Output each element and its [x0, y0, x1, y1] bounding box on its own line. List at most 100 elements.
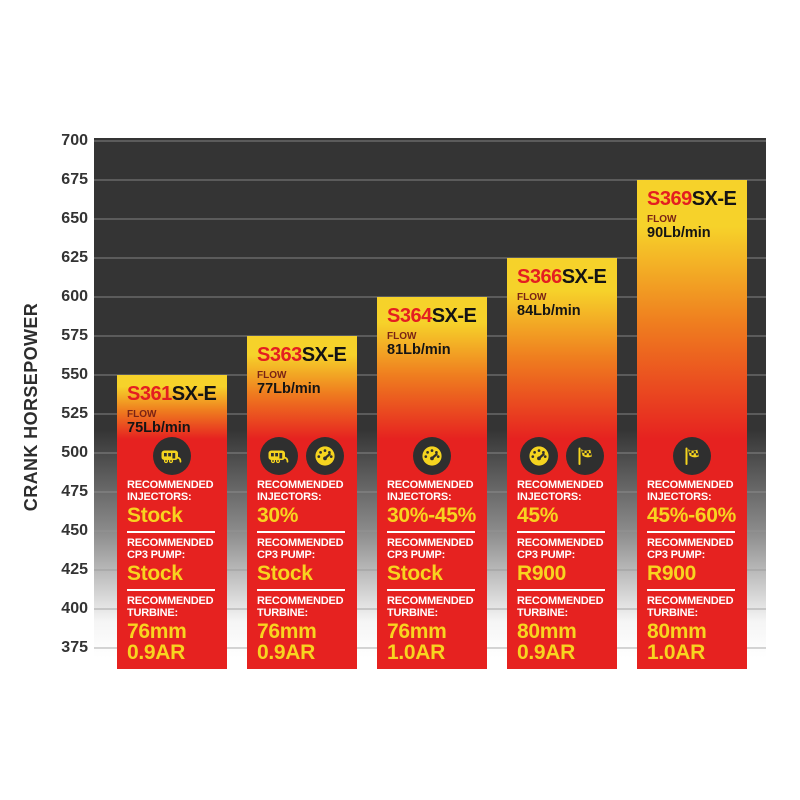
bar-header: S364SX-E FLOW 81Lb/min — [377, 297, 487, 358]
injectors-spec: RECOMMENDED INJECTORS: 45% — [507, 479, 617, 527]
turbine-value-line2: 1.0AR — [387, 641, 446, 664]
model-series: SX-E — [301, 344, 347, 366]
turbine-label: RECOMMENDED TURBINE: — [127, 595, 223, 619]
y-tick-label: 400 — [61, 600, 88, 617]
flow-value: 75Lb/min — [127, 420, 191, 436]
cp3-pump-spec: RECOMMENDED CP3 PUMP: R900 — [637, 537, 747, 585]
turbine-label: RECOMMENDED TURBINE: — [257, 595, 353, 619]
icon-row — [377, 437, 487, 475]
turbo-bar: S361SX-E FLOW 75Lb/min RECOMMENDED INJEC… — [117, 375, 227, 669]
icon-row — [117, 437, 227, 475]
injectors-label: RECOMMENDED INJECTORS: — [647, 479, 743, 503]
injectors-spec: RECOMMENDED INJECTORS: Stock — [117, 479, 227, 527]
model-number: S369 — [647, 188, 692, 210]
section-divider — [647, 589, 735, 591]
cp3-label-line1: RECOMMENDED — [517, 537, 604, 549]
cp3-label-line1: RECOMMENDED — [387, 537, 474, 549]
injectors-spec: RECOMMENDED INJECTORS: 30% — [247, 479, 357, 527]
cp3-value: Stock — [127, 562, 183, 585]
turbine-spec: RECOMMENDED TURBINE: 76mm 0.9AR — [117, 595, 227, 663]
cp3-label-line2: CP3 PUMP: — [387, 549, 446, 561]
y-tick-label: 675 — [61, 171, 88, 188]
turbine-label: RECOMMENDED TURBINE: — [517, 595, 613, 619]
gridline — [94, 179, 766, 181]
turbo-bar: S369SX-E FLOW 90Lb/min RECOMMENDED INJEC… — [637, 180, 747, 669]
turbine-value-line1: 80mm — [647, 620, 707, 643]
gauge-icon — [413, 437, 451, 475]
model-number: S364 — [387, 305, 432, 327]
cp3-label-line2: CP3 PUMP: — [647, 549, 706, 561]
cp3-pump-spec: RECOMMENDED CP3 PUMP: R900 — [507, 537, 617, 585]
turbine-value-line2: 0.9AR — [517, 641, 576, 664]
injectors-value: 30% — [257, 504, 299, 527]
turbine-label-line1: RECOMMENDED — [647, 595, 734, 607]
icon-row — [637, 437, 747, 475]
cp3-label: RECOMMENDED CP3 PUMP: — [517, 537, 613, 561]
injectors-value: 45%-60% — [647, 504, 736, 527]
turbine-label-line1: RECOMMENDED — [517, 595, 604, 607]
cp3-label-line1: RECOMMENDED — [127, 537, 214, 549]
turbine-value-line1: 76mm — [127, 620, 187, 643]
injectors-label: RECOMMENDED INJECTORS: — [257, 479, 353, 503]
injectors-label-line2: INJECTORS: — [517, 491, 582, 503]
bar-title: S361SX-E — [127, 383, 221, 405]
cp3-label-line2: CP3 PUMP: — [257, 549, 316, 561]
bar-header: S366SX-E FLOW 84Lb/min — [507, 258, 617, 319]
injectors-label: RECOMMENDED INJECTORS: — [387, 479, 483, 503]
bar-header: S363SX-E FLOW 77Lb/min — [247, 336, 357, 397]
bar-specs: RECOMMENDED INJECTORS: 45% RECOMMENDED C… — [507, 437, 617, 669]
cp3-value: Stock — [387, 562, 443, 585]
injectors-label-line1: RECOMMENDED — [647, 479, 734, 491]
injectors-value: Stock — [127, 504, 183, 527]
cp3-label: RECOMMENDED CP3 PUMP: — [127, 537, 223, 561]
bar-title: S369SX-E — [647, 188, 741, 210]
y-tick-label: 700 — [61, 132, 88, 149]
y-tick-label: 650 — [61, 210, 88, 227]
bar-title: S366SX-E — [517, 266, 611, 288]
flow-value: 77Lb/min — [257, 381, 321, 397]
camper-icon — [260, 437, 298, 475]
turbine-value-line2: 0.9AR — [257, 641, 316, 664]
flag-icon — [673, 437, 711, 475]
model-series: SX-E — [171, 383, 217, 405]
cp3-pump-spec: RECOMMENDED CP3 PUMP: Stock — [117, 537, 227, 585]
turbine-label-line2: TURBINE: — [387, 607, 438, 619]
turbo-bar: S366SX-E FLOW 84Lb/min RECOMMENDED INJEC… — [507, 258, 617, 669]
model-number: S363 — [257, 344, 302, 366]
injectors-label-line1: RECOMMENDED — [257, 479, 344, 491]
turbine-label: RECOMMENDED TURBINE: — [387, 595, 483, 619]
cp3-pump-spec: RECOMMENDED CP3 PUMP: Stock — [247, 537, 357, 585]
turbine-label-line1: RECOMMENDED — [257, 595, 344, 607]
y-tick-label: 425 — [61, 561, 88, 578]
bar-spacer — [247, 397, 357, 437]
turbine-spec: RECOMMENDED TURBINE: 80mm 1.0AR — [637, 595, 747, 663]
model-number: S366 — [517, 266, 562, 288]
injectors-label-line2: INJECTORS: — [387, 491, 452, 503]
cp3-label: RECOMMENDED CP3 PUMP: — [647, 537, 743, 561]
flow-value: 90Lb/min — [647, 225, 711, 241]
gridline — [94, 257, 766, 259]
bar-title: S363SX-E — [257, 344, 351, 366]
turbine-label-line2: TURBINE: — [257, 607, 308, 619]
flow-label: FLOW — [517, 292, 547, 303]
section-divider — [647, 531, 735, 533]
flag-icon — [566, 437, 604, 475]
gauge-icon — [306, 437, 344, 475]
turbine-value-line1: 76mm — [387, 620, 447, 643]
section-divider — [517, 589, 605, 591]
bar-spacer — [377, 358, 487, 437]
y-tick-label: 600 — [61, 288, 88, 305]
turbine-label-line1: RECOMMENDED — [387, 595, 474, 607]
model-number: S361 — [127, 383, 172, 405]
cp3-label: RECOMMENDED CP3 PUMP: — [387, 537, 483, 561]
bar-spacer — [637, 241, 747, 437]
turbine-label: RECOMMENDED TURBINE: — [647, 595, 743, 619]
turbine-value-line1: 76mm — [257, 620, 317, 643]
turbine-label-line2: TURBINE: — [647, 607, 698, 619]
turbine-label-line2: TURBINE: — [127, 607, 178, 619]
icon-row — [247, 437, 357, 475]
bar-header: S361SX-E FLOW 75Lb/min — [117, 375, 227, 436]
gridline — [94, 140, 766, 142]
section-divider — [127, 589, 215, 591]
